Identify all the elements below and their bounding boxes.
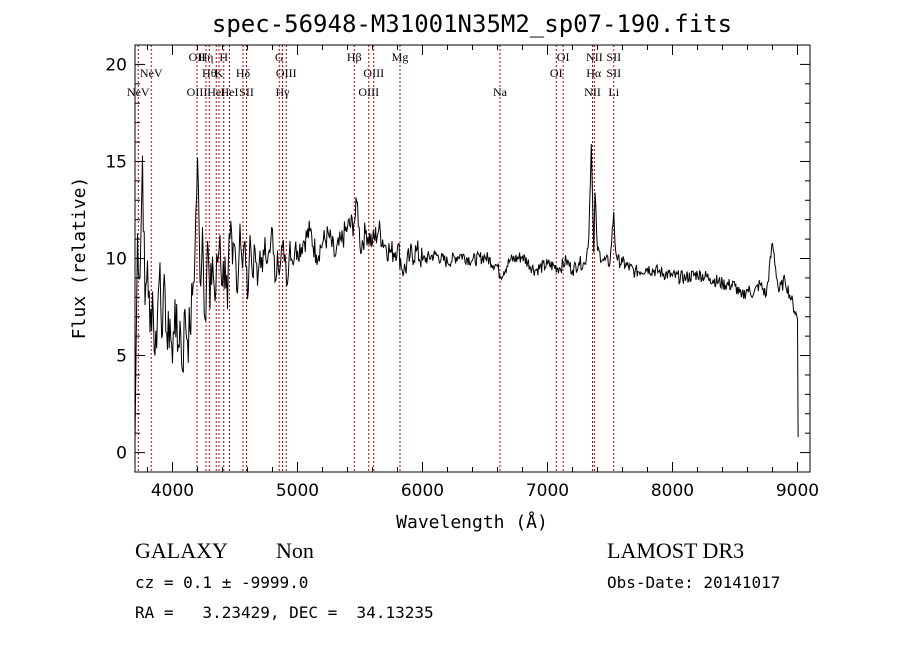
object-subclass: Non <box>276 538 314 563</box>
line-label: K <box>215 66 224 80</box>
x-tick-label: 9000 <box>776 481 819 501</box>
y-axis-label: Flux (relative) <box>69 177 90 340</box>
line-label: Hθ <box>202 66 217 80</box>
line-label: HeI <box>221 85 239 99</box>
line-label: SII <box>606 66 621 80</box>
line-label: H <box>219 50 228 64</box>
line-label: Hγ <box>276 85 291 99</box>
line-label: OI <box>550 66 563 80</box>
line-label: OII <box>189 50 206 64</box>
y-tick-label: 10 <box>105 250 127 270</box>
line-label: HeI <box>207 85 225 99</box>
plot-frame <box>134 44 811 473</box>
chart-title: spec-56948-M31001N35M2_sp07-190.fits <box>212 10 732 38</box>
line-label: Hβ <box>347 50 362 64</box>
line-label: Hδ <box>236 66 251 80</box>
x-tick-label: 6000 <box>401 481 444 501</box>
line-label: NeV <box>140 66 163 80</box>
line-label: SII <box>239 85 254 99</box>
line-label: OIII <box>358 85 379 99</box>
line-label: NeV <box>127 85 150 99</box>
x-tick-label: 4000 <box>151 481 194 501</box>
line-label: OIII <box>363 66 384 80</box>
object-class: GALAXY <box>135 538 228 563</box>
line-label: OI <box>557 50 570 64</box>
y-tick-label: 15 <box>105 152 127 172</box>
line-label: OIII <box>187 85 208 99</box>
x-tick-label: 5000 <box>276 481 319 501</box>
x-tick-label: 7000 <box>526 481 569 501</box>
line-label: Li <box>608 85 619 99</box>
obs-date: Obs-Date: 20141017 <box>607 573 781 592</box>
x-axis-label: Wavelength (Å) <box>396 511 548 533</box>
line-label: Hη <box>199 50 214 64</box>
line-label: OIII <box>276 66 297 80</box>
y-tick-label: 20 <box>105 55 127 75</box>
line-label: SII <box>606 50 621 64</box>
survey-label: LAMOST DR3 <box>607 538 745 563</box>
line-label: G <box>275 50 284 64</box>
y-tick-label: 0 <box>116 444 127 464</box>
line-label: Hα <box>586 66 602 80</box>
y-tick-label: 5 <box>116 347 127 367</box>
x-tick-label: 8000 <box>651 481 694 501</box>
line-label: NII <box>584 85 601 99</box>
ra-dec-readout: RA = 3.23429, DEC = 34.13235 <box>135 603 434 622</box>
line-label: Mg <box>392 50 409 64</box>
redshift-readout: cz = 0.1 ± -9999.0 <box>135 573 309 592</box>
line-label: Na <box>493 85 508 99</box>
line-label: NII <box>586 50 603 64</box>
spectrum-line <box>134 143 799 443</box>
